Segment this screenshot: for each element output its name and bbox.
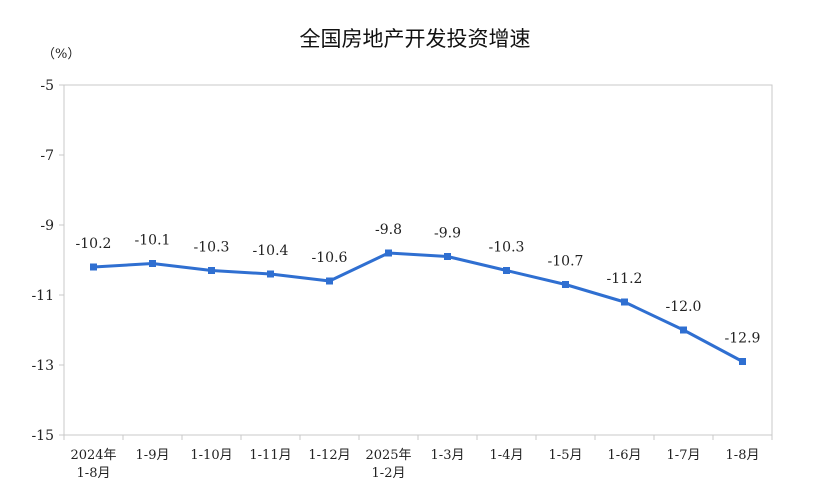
data-point [562, 281, 569, 288]
data-point [739, 358, 746, 365]
x-tick-label: 1-10月 [190, 448, 232, 463]
x-tick-label: 2024年 [70, 448, 116, 463]
x-tick-label: 1-11月 [249, 448, 291, 463]
data-label: -10.4 [253, 243, 289, 259]
data-label: -11.2 [607, 271, 643, 287]
x-tick-label: 2025年 [365, 448, 411, 463]
y-tick-label: -5 [40, 78, 54, 94]
data-label: -10.7 [548, 254, 584, 270]
y-tick-label: -15 [31, 428, 54, 444]
data-label: -10.2 [76, 236, 112, 252]
chart-title: 全国房地产开发投资增速 [300, 27, 531, 51]
data-point [267, 270, 274, 278]
data-label: -12.9 [725, 331, 761, 347]
x-tick-label: 1-2月 [372, 466, 406, 481]
x-tick-label: 1-8月 [726, 448, 760, 463]
x-tick-label: 1-12月 [308, 448, 350, 463]
y-tick-label: -9 [40, 218, 54, 234]
data-point [149, 260, 156, 267]
data-points [90, 249, 746, 365]
plot-area-frame [63, 84, 773, 436]
x-axis: 2024年 1-8月 1-9月 1-10月 1-11月 1-12月 2025年 1-2月 1-3… [63, 435, 773, 481]
x-tick-label: 1-3月 [431, 448, 465, 463]
data-point [680, 326, 687, 334]
data-point [503, 267, 510, 274]
x-tick-label: 1-9月 [136, 448, 170, 463]
x-tick-label: 1-7月 [667, 448, 701, 463]
data-point [621, 298, 628, 306]
x-tick-label: 1-6月 [608, 448, 642, 463]
y-axis: -5 -7 -9 -11 -13 -15 [31, 78, 64, 444]
series-line [93, 251, 744, 363]
data-point [444, 253, 451, 260]
x-tick-label: 1-8月 [77, 466, 111, 481]
y-tick-label: -13 [31, 358, 54, 374]
x-tick-label: 1-4月 [490, 448, 524, 463]
data-labels: -10.2 -10.1 -10.3 -10.4 -10.6 -9.8 -9.9 -10.3 -1… [76, 222, 761, 347]
y-tick-label: -7 [40, 148, 54, 164]
y-axis-unit-label: （%） [42, 47, 80, 62]
y-tick-label: -11 [31, 288, 54, 304]
data-label: -10.3 [489, 240, 525, 256]
data-label: -10.1 [135, 233, 171, 249]
data-point [208, 267, 215, 274]
data-label: -10.6 [312, 250, 348, 266]
data-label: -9.9 [434, 226, 461, 242]
data-point [326, 277, 333, 285]
data-label: -9.8 [375, 222, 402, 238]
data-label: -10.3 [194, 240, 230, 256]
x-tick-label: 1-5月 [549, 448, 583, 463]
data-point [385, 249, 392, 257]
data-point [90, 263, 97, 271]
data-label: -12.0 [666, 299, 702, 315]
